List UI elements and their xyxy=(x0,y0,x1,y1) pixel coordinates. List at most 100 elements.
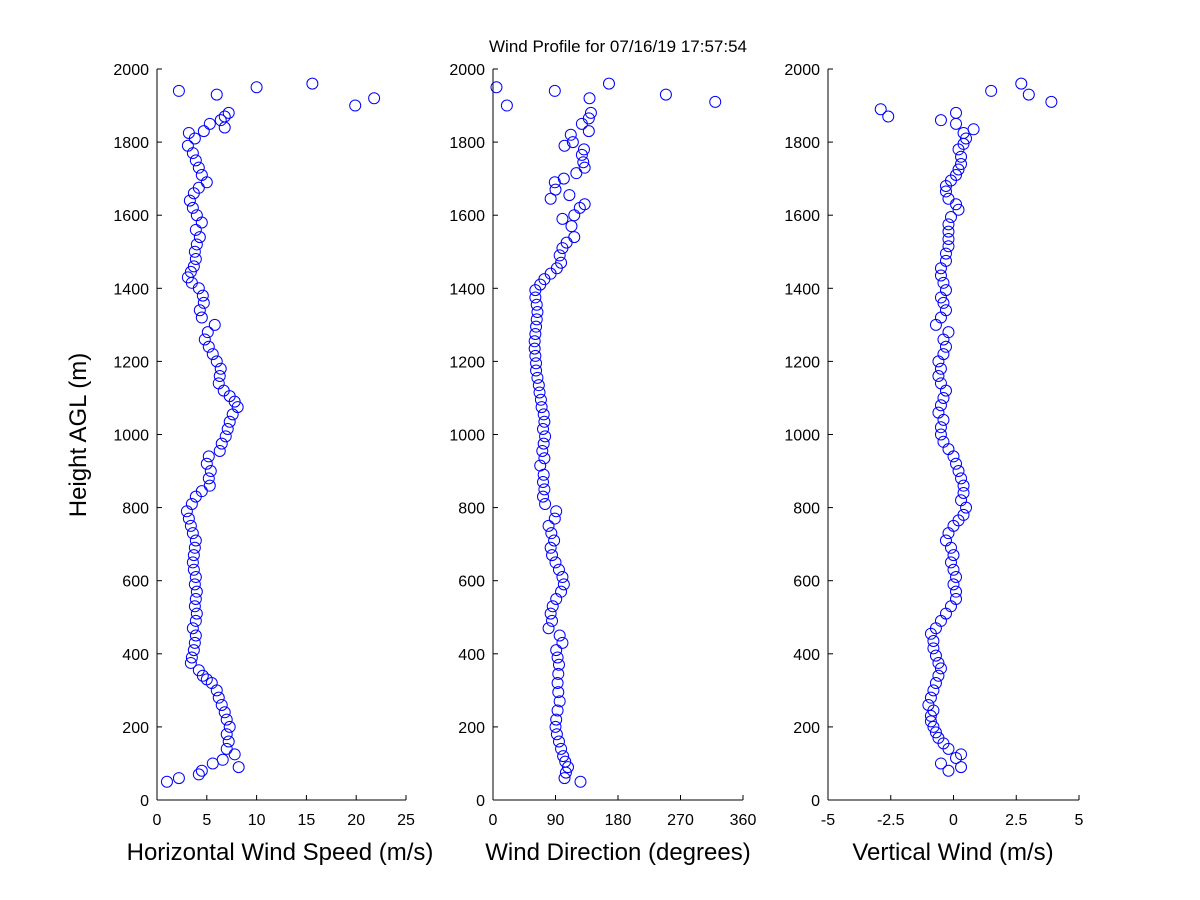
data-point-direction xyxy=(500,99,513,112)
x-tick-label: 0 xyxy=(489,812,498,829)
panel-horizontal-wind-speed: Horizontal Wind Speed (m/s) 020040060080… xyxy=(113,62,433,866)
data-point-vertical xyxy=(927,720,940,733)
data-point-direction xyxy=(528,342,541,355)
data-point-direction xyxy=(530,357,543,370)
data-point-direction xyxy=(550,728,563,741)
data-point-vertical xyxy=(939,247,952,260)
data-point-direction xyxy=(529,291,542,304)
data-point-speed xyxy=(203,117,216,130)
x-tick-label: 15 xyxy=(298,812,316,829)
data-point-vertical xyxy=(934,311,947,324)
x-tick-label: -5 xyxy=(821,812,835,829)
data-point-vertical xyxy=(955,761,968,774)
data-point-speed xyxy=(218,706,231,719)
data-point-direction xyxy=(532,379,545,392)
data-point-speed xyxy=(192,664,205,677)
data-point-vertical xyxy=(939,384,952,397)
data-point-speed xyxy=(210,684,223,697)
data-point-speed xyxy=(189,253,202,266)
data-point-direction xyxy=(544,192,557,205)
data-point-speed xyxy=(201,326,214,339)
data-point-direction xyxy=(559,755,572,768)
data-point-vertical xyxy=(937,413,950,426)
x-tick-label: 2.5 xyxy=(1005,812,1027,829)
data-point-direction xyxy=(535,401,548,414)
data-point-vertical xyxy=(950,168,963,181)
data-point-direction xyxy=(578,161,591,174)
data-point-direction xyxy=(557,172,570,185)
data-point-speed xyxy=(195,168,208,181)
data-point-vertical xyxy=(955,748,968,761)
y-tick-label: 1000 xyxy=(113,428,149,445)
data-point-direction xyxy=(556,571,569,584)
data-point-vertical xyxy=(944,600,957,613)
y-tick-label: 2000 xyxy=(784,62,820,79)
data-point-speed xyxy=(195,485,208,498)
y-tick-label: 1600 xyxy=(784,208,820,225)
data-point-vertical xyxy=(939,607,952,620)
y-tick-label: 200 xyxy=(122,720,149,737)
data-point-direction xyxy=(536,444,549,457)
data-point-direction xyxy=(546,600,559,613)
data-point-speed xyxy=(210,88,223,101)
data-point-direction xyxy=(659,88,672,101)
data-point-vertical xyxy=(929,726,942,739)
data-point-speed xyxy=(222,106,235,119)
data-point-vertical xyxy=(934,399,947,412)
data-point-vertical xyxy=(942,527,955,540)
y-tick-label: 600 xyxy=(793,574,820,591)
data-point-speed xyxy=(188,245,201,258)
data-point-direction xyxy=(538,415,551,428)
data-point-speed xyxy=(193,231,206,244)
data-point-vertical xyxy=(957,479,970,492)
data-point-speed xyxy=(200,176,213,189)
data-point-speed xyxy=(213,444,226,457)
panel-vertical-wind: Vertical Wind (m/s) 0 200 400 600 800 1000 120… xyxy=(784,62,1083,866)
data-point-vertical xyxy=(952,163,965,176)
data-point-speed xyxy=(202,340,215,353)
y-tick-label: 200 xyxy=(793,720,820,737)
data-point-speed xyxy=(189,223,202,236)
data-point-direction xyxy=(534,459,547,472)
data-point-direction xyxy=(550,713,563,726)
data-point-direction xyxy=(533,386,546,399)
data-point-speed xyxy=(186,201,199,214)
data-point-direction xyxy=(538,452,551,465)
data-point-vertical xyxy=(939,254,952,267)
x-tick-label: 10 xyxy=(248,812,266,829)
data-point-vertical xyxy=(950,106,963,119)
data-point-direction xyxy=(530,313,543,326)
y-tick-label: 0 xyxy=(140,793,149,810)
data-point-speed xyxy=(181,139,194,152)
data-point-vertical xyxy=(947,563,960,576)
data-point-direction xyxy=(552,686,565,699)
x-tick-label: 5 xyxy=(1075,812,1084,829)
data-point-speed xyxy=(188,600,201,613)
data-point-speed xyxy=(200,457,213,470)
data-point-speed xyxy=(187,644,200,657)
data-point-vertical xyxy=(950,457,963,470)
data-point-speed xyxy=(231,401,244,414)
data-point-vertical xyxy=(927,642,940,655)
data-point-direction xyxy=(549,720,562,733)
data-point-vertical xyxy=(922,698,935,711)
data-point-vertical xyxy=(957,508,970,521)
data-point-speed xyxy=(184,265,197,278)
data-point-direction xyxy=(562,761,574,774)
data-point-speed xyxy=(172,84,185,97)
data-point-speed xyxy=(189,571,202,584)
data-point-speed xyxy=(198,333,211,346)
data-point-direction xyxy=(552,658,565,671)
y-tick-label: 200 xyxy=(458,720,485,737)
data-point-vertical xyxy=(950,592,963,605)
x-tick-label: 360 xyxy=(730,812,757,829)
data-point-vertical xyxy=(932,731,945,744)
data-point-speed xyxy=(192,768,205,781)
data-point-direction xyxy=(539,430,552,443)
data-point-vertical xyxy=(924,709,937,722)
data-point-direction xyxy=(551,651,564,664)
x-axis-label-horizontal-speed: Horizontal Wind Speed (m/s) xyxy=(127,839,434,866)
data-point-speed xyxy=(195,311,208,324)
data-point-direction xyxy=(553,695,566,708)
data-point-speed xyxy=(210,355,223,368)
